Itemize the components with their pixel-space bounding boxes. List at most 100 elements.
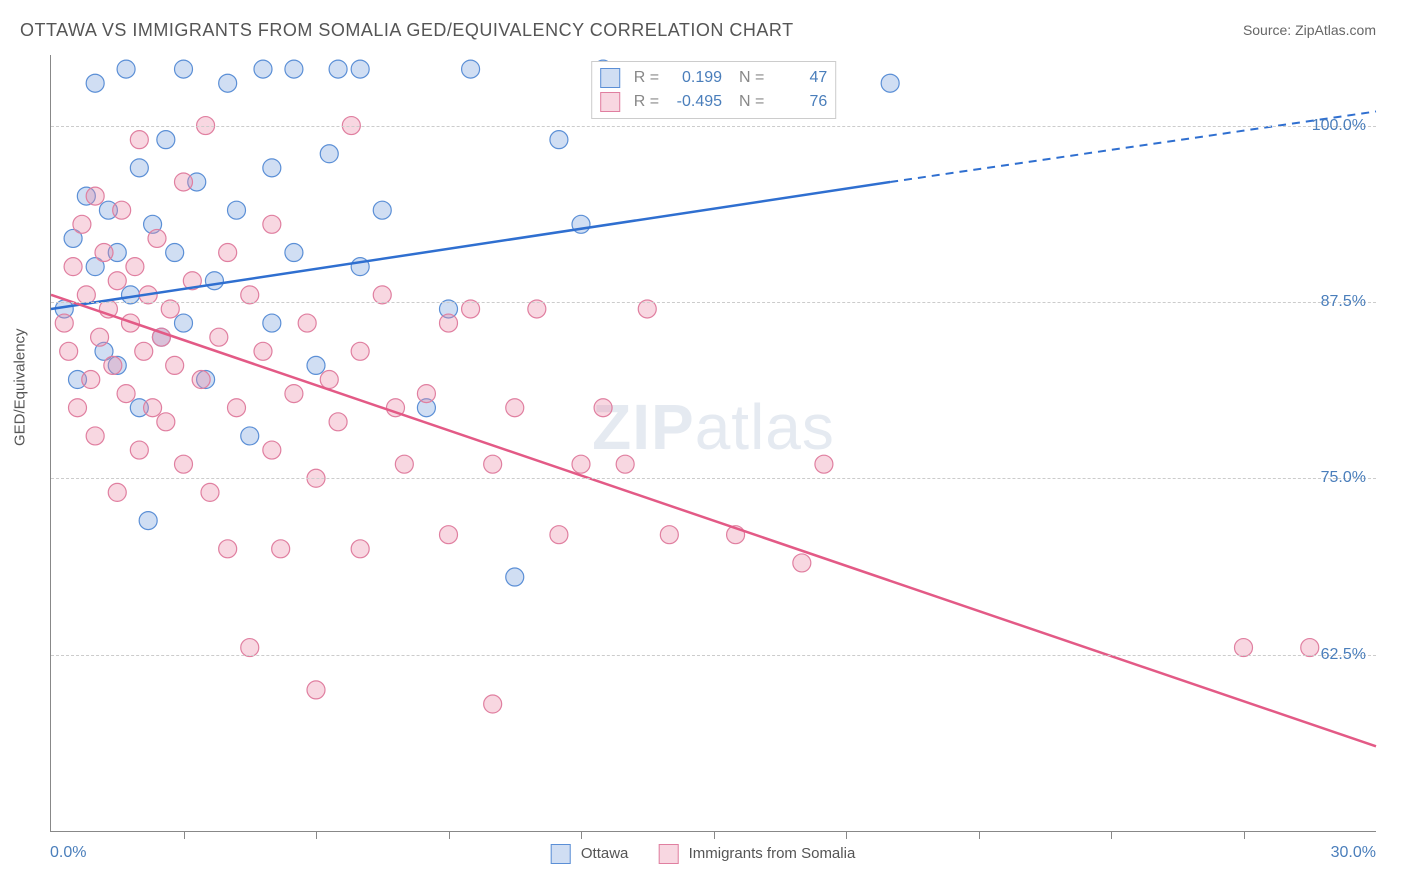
gridline — [51, 478, 1376, 479]
r-label: R = — [634, 69, 659, 87]
scatter-point-s2 — [210, 328, 228, 346]
scatter-point-s2 — [144, 399, 162, 417]
trend-line-extrapolated-s1 — [890, 111, 1376, 182]
scatter-point-s2 — [55, 314, 73, 332]
x-axis-end-label: 30.0% — [1331, 844, 1376, 862]
legend-swatch-series1 — [600, 68, 620, 88]
scatter-point-s1 — [117, 60, 135, 78]
scatter-point-s2 — [594, 399, 612, 417]
y-tick-label: 62.5% — [1321, 646, 1366, 664]
legend-item-series1: Ottawa — [551, 844, 629, 864]
scatter-point-s2 — [166, 356, 184, 374]
y-axis-label: GED/Equivalency — [12, 328, 29, 446]
scatter-point-s2 — [660, 526, 678, 544]
legend-swatch-series2 — [600, 92, 620, 112]
scatter-point-s2 — [263, 441, 281, 459]
x-tick — [449, 831, 450, 839]
chart-plot-area: ZIPatlas R = 0.199 N = 47 R = -0.495 N =… — [50, 55, 1376, 832]
gridline — [51, 126, 1376, 127]
scatter-point-s2 — [351, 540, 369, 558]
source-label: Source: ZipAtlas.com — [1243, 22, 1376, 38]
gridline — [51, 302, 1376, 303]
scatter-point-s2 — [113, 201, 131, 219]
scatter-point-s2 — [108, 483, 126, 501]
scatter-point-s2 — [157, 413, 175, 431]
scatter-point-s1 — [550, 131, 568, 149]
scatter-point-s1 — [205, 272, 223, 290]
scatter-point-s1 — [285, 60, 303, 78]
scatter-point-s2 — [616, 455, 634, 473]
scatter-point-s2 — [440, 526, 458, 544]
scatter-point-s2 — [219, 540, 237, 558]
scatter-point-s2 — [148, 229, 166, 247]
x-tick — [1244, 831, 1245, 839]
legend-item-series2: Immigrants from Somalia — [658, 844, 855, 864]
scatter-point-s1 — [320, 145, 338, 163]
scatter-point-s2 — [550, 526, 568, 544]
scatter-point-s2 — [793, 554, 811, 572]
scatter-point-s2 — [73, 215, 91, 233]
series-legend: Ottawa Immigrants from Somalia — [551, 844, 856, 864]
x-tick — [184, 831, 185, 839]
scatter-point-s2 — [175, 173, 193, 191]
scatter-point-s2 — [484, 455, 502, 473]
scatter-svg — [51, 55, 1376, 831]
scatter-point-s2 — [263, 215, 281, 233]
scatter-point-s1 — [506, 568, 524, 586]
scatter-point-s2 — [815, 455, 833, 473]
x-tick — [1111, 831, 1112, 839]
scatter-point-s2 — [130, 441, 148, 459]
scatter-point-s1 — [462, 60, 480, 78]
scatter-point-s2 — [506, 399, 524, 417]
scatter-point-s2 — [64, 258, 82, 276]
y-tick-label: 75.0% — [1321, 469, 1366, 487]
scatter-point-s2 — [95, 244, 113, 262]
r-label: R = — [634, 93, 659, 111]
scatter-point-s1 — [285, 244, 303, 262]
x-tick — [979, 831, 980, 839]
scatter-point-s1 — [157, 131, 175, 149]
scatter-point-s2 — [228, 399, 246, 417]
scatter-point-s1 — [86, 74, 104, 92]
scatter-point-s2 — [126, 258, 144, 276]
scatter-point-s2 — [82, 371, 100, 389]
scatter-point-s2 — [219, 244, 237, 262]
scatter-point-s2 — [86, 427, 104, 445]
scatter-point-s2 — [117, 385, 135, 403]
gridline — [51, 655, 1376, 656]
scatter-point-s1 — [881, 74, 899, 92]
scatter-point-s1 — [175, 314, 193, 332]
scatter-point-s2 — [201, 483, 219, 501]
scatter-point-s1 — [329, 60, 347, 78]
scatter-point-s2 — [175, 455, 193, 473]
n-value-series1: 47 — [772, 69, 827, 87]
scatter-point-s1 — [219, 74, 237, 92]
scatter-point-s2 — [307, 681, 325, 699]
scatter-point-s2 — [254, 342, 272, 360]
scatter-point-s1 — [254, 60, 272, 78]
r-value-series2: -0.495 — [667, 93, 722, 111]
chart-title: OTTAWA VS IMMIGRANTS FROM SOMALIA GED/EQ… — [20, 20, 794, 41]
trend-line-s2 — [51, 295, 1376, 746]
scatter-point-s2 — [272, 540, 290, 558]
scatter-point-s1 — [351, 60, 369, 78]
scatter-point-s1 — [263, 159, 281, 177]
legend-label-series2: Immigrants from Somalia — [689, 845, 856, 862]
scatter-point-s2 — [104, 356, 122, 374]
correlation-legend: R = 0.199 N = 47 R = -0.495 N = 76 — [591, 61, 837, 119]
r-value-series1: 0.199 — [667, 69, 722, 87]
legend-swatch-series1 — [551, 844, 571, 864]
scatter-point-s2 — [192, 371, 210, 389]
scatter-point-s2 — [285, 385, 303, 403]
legend-row-series2: R = -0.495 N = 76 — [600, 90, 828, 114]
y-tick-label: 87.5% — [1321, 293, 1366, 311]
legend-swatch-series2 — [658, 844, 678, 864]
scatter-point-s2 — [572, 455, 590, 473]
x-tick — [846, 831, 847, 839]
x-axis-start-label: 0.0% — [50, 844, 86, 862]
scatter-point-s2 — [86, 187, 104, 205]
n-label: N = — [730, 93, 764, 111]
scatter-point-s1 — [241, 427, 259, 445]
scatter-point-s1 — [130, 159, 148, 177]
scatter-point-s2 — [329, 413, 347, 431]
